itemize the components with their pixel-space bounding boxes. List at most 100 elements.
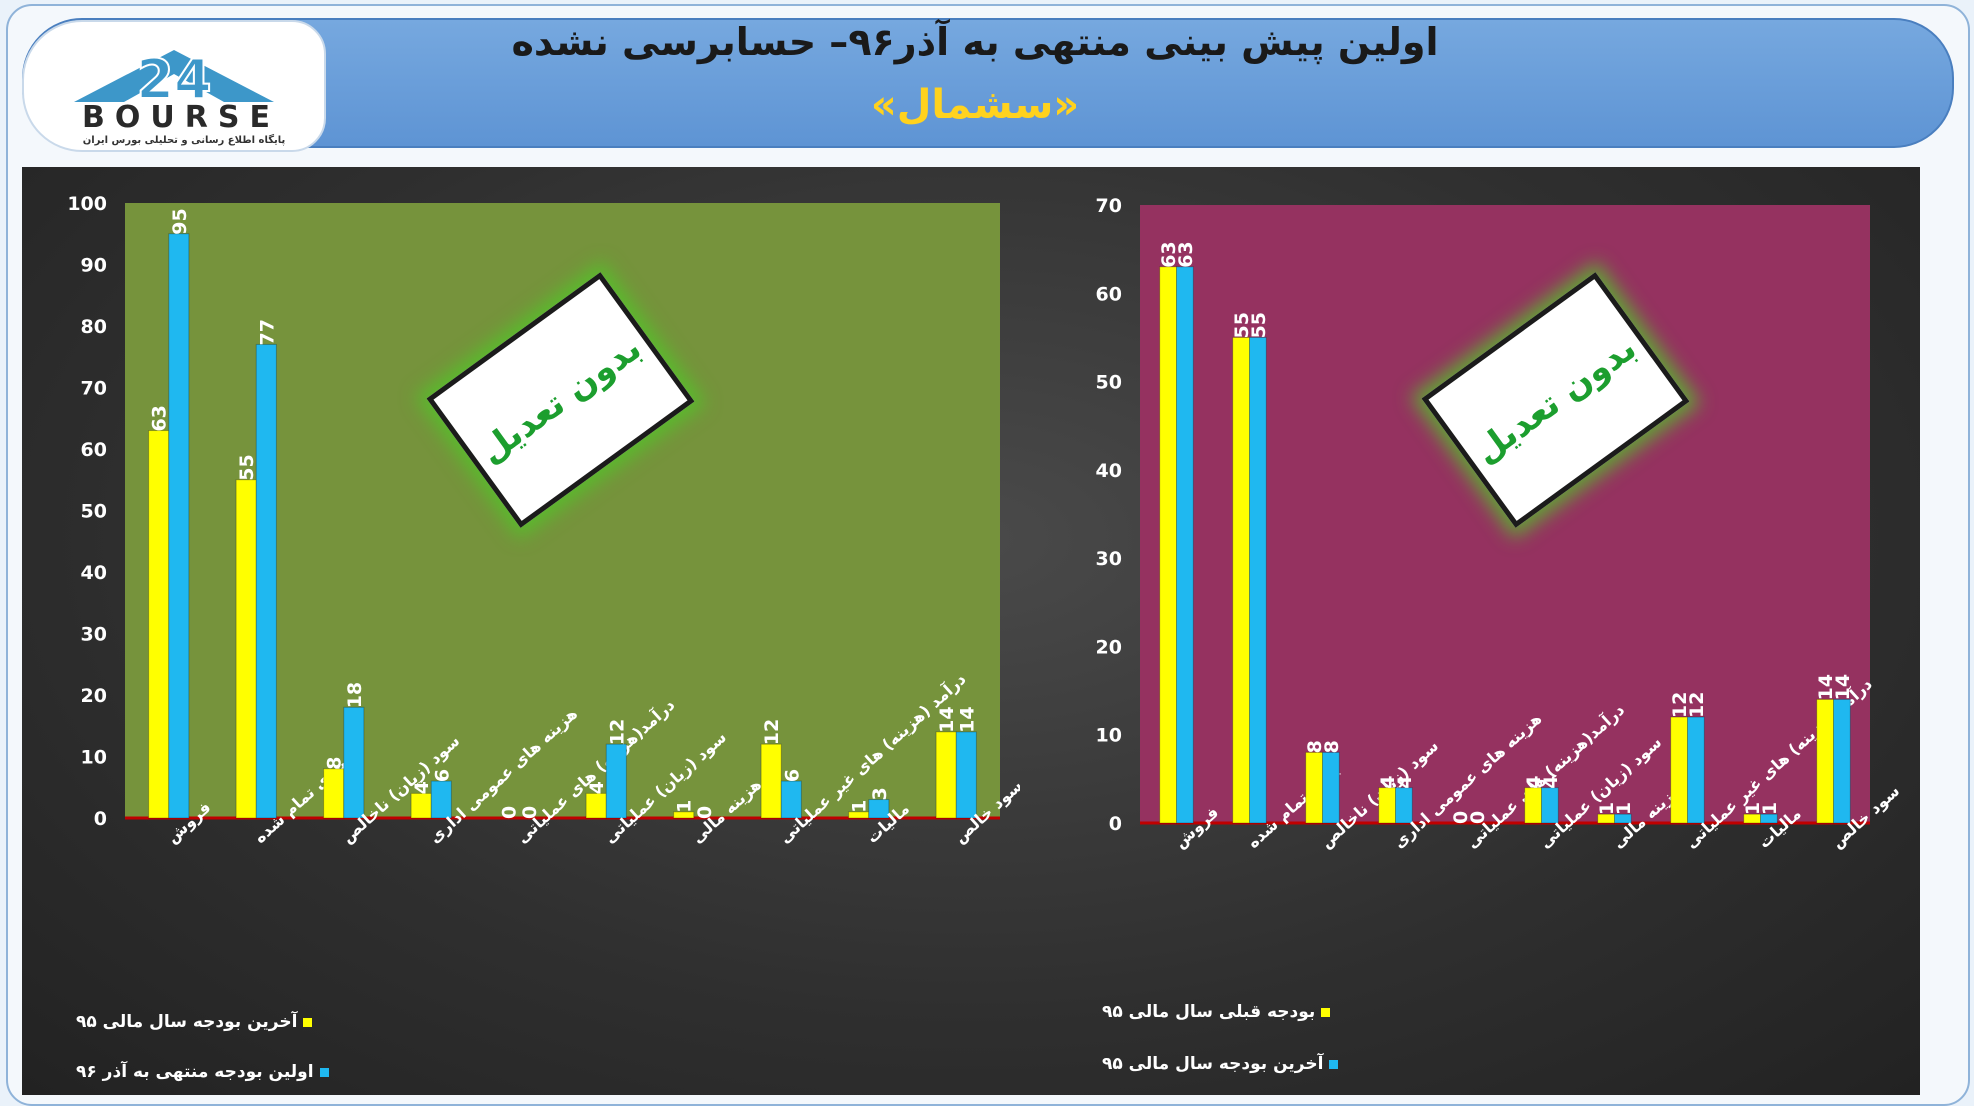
legend-label: اولین بودجه منتهی به آذر ۹۶ (76, 1062, 314, 1082)
bar (235, 479, 257, 819)
legend-label: بودجه قبلی سال مالی ۹۵ (1102, 1002, 1316, 1022)
logo-mark-icon: 24 (74, 47, 274, 112)
data-label: 8 (1304, 740, 1326, 753)
y-tick-label: 70 (1096, 195, 1122, 217)
data-label: 63 (149, 405, 171, 431)
bar (1322, 751, 1340, 824)
data-label: 14 (936, 706, 958, 732)
bar (255, 343, 277, 819)
bar (430, 780, 452, 819)
y-tick-label: 90 (81, 255, 107, 277)
legend-left-2: اولین بودجه منتهی به آذر ۹۶ (76, 1062, 329, 1082)
bar (1687, 716, 1705, 824)
bar (148, 430, 170, 819)
bar (1176, 266, 1194, 824)
y-tick-label: 20 (81, 685, 107, 707)
bar (410, 792, 432, 819)
bar (1541, 787, 1559, 824)
legend-right-1: بودجه قبلی سال مالی ۹۵ (1102, 1002, 1331, 1022)
bar (1614, 813, 1632, 824)
page-subtitle: «سشمال» (870, 82, 1080, 128)
bar (1232, 336, 1251, 824)
bar (1395, 787, 1413, 824)
data-label: 55 (236, 454, 258, 480)
logo: 24 BOURSE پایگاه اطلاع رسانی و تحلیلی بو… (22, 20, 326, 152)
bar (1670, 716, 1689, 824)
data-label: 4 (1540, 775, 1562, 788)
data-label: 4 (411, 781, 433, 794)
data-label: 4 (1377, 775, 1399, 788)
y-tick-label: 60 (1096, 283, 1122, 305)
data-label: 14 (956, 706, 978, 732)
bar (343, 706, 365, 819)
legend-swatch-blue (1329, 1059, 1339, 1069)
y-tick-label: 20 (1096, 636, 1122, 658)
legend-swatch-yellow (303, 1017, 313, 1027)
data-label: 1 (1759, 802, 1781, 815)
bar (673, 811, 695, 819)
bar (168, 233, 190, 819)
y-tick-label: 30 (81, 624, 107, 646)
legend-left-1: آخرین بودجه سال مالی ۹۵ (76, 1012, 313, 1032)
y-tick-label: 50 (1096, 372, 1122, 394)
data-label: 0 (499, 806, 521, 819)
y-tick-label: 0 (1109, 813, 1122, 835)
legend-swatch-yellow (1321, 1007, 1331, 1017)
logo-word: BOURSE (82, 100, 280, 135)
data-label: 4 (1523, 775, 1545, 788)
legend-label: آخرین بودجه سال مالی ۹۵ (76, 1012, 298, 1032)
y-tick-label: 70 (81, 378, 107, 400)
legend-right-2: آخرین بودجه سال مالی ۹۵ (1102, 1054, 1339, 1074)
bar (1816, 698, 1835, 824)
bar (935, 731, 957, 819)
data-label: 0 (519, 806, 541, 819)
y-tick-label: 40 (1096, 460, 1122, 482)
data-label: 55 (1231, 312, 1253, 338)
y-tick-label: 60 (81, 439, 107, 461)
data-label: 12 (1669, 692, 1691, 718)
data-label: 6 (431, 769, 453, 782)
bar (1760, 813, 1778, 824)
bar (868, 799, 890, 819)
stamp-left-text: بدون تعدیل (472, 328, 649, 472)
data-label: 1 (1742, 802, 1764, 815)
data-label: 1 (1596, 802, 1618, 815)
bar (1159, 266, 1177, 824)
bar (955, 731, 977, 819)
bar (585, 792, 607, 819)
y-tick-label: 10 (1096, 725, 1122, 747)
bar (1378, 787, 1396, 824)
data-label: 77 (256, 319, 278, 345)
logo-tagline: پایگاه اطلاع رسانی و تحلیلی بورس ایران (82, 135, 286, 146)
data-label: 63 (1175, 241, 1197, 267)
data-label: 8 (324, 757, 346, 770)
data-label: 95 (169, 208, 191, 234)
data-label: 3 (869, 787, 891, 800)
legend-label: آخرین بودجه سال مالی ۹۵ (1102, 1054, 1324, 1074)
bar (1524, 787, 1542, 824)
data-label: 6 (781, 769, 803, 782)
bar (780, 780, 802, 819)
bar (1305, 751, 1324, 824)
data-label: 55 (1248, 312, 1270, 338)
y-tick-label: 100 (67, 193, 107, 215)
bar (760, 743, 782, 819)
data-label: 12 (761, 719, 783, 745)
header-banner (22, 18, 1954, 148)
data-label: 4 (586, 781, 608, 794)
data-label: 12 (606, 719, 628, 745)
bar (605, 743, 627, 819)
data-label: 12 (1686, 692, 1708, 718)
stamp-right-text: بدون تعدیل (1467, 328, 1644, 472)
y-tick-label: 40 (81, 562, 107, 584)
y-tick-label: 80 (81, 316, 107, 338)
y-tick-label: 50 (81, 501, 107, 523)
data-label: 14 (1815, 674, 1837, 700)
y-tick-label: 10 (81, 747, 107, 769)
data-label: 0 (694, 806, 716, 819)
data-label: 14 (1832, 674, 1854, 700)
data-label: 0 (1467, 811, 1489, 824)
legend-swatch-blue (319, 1067, 329, 1077)
